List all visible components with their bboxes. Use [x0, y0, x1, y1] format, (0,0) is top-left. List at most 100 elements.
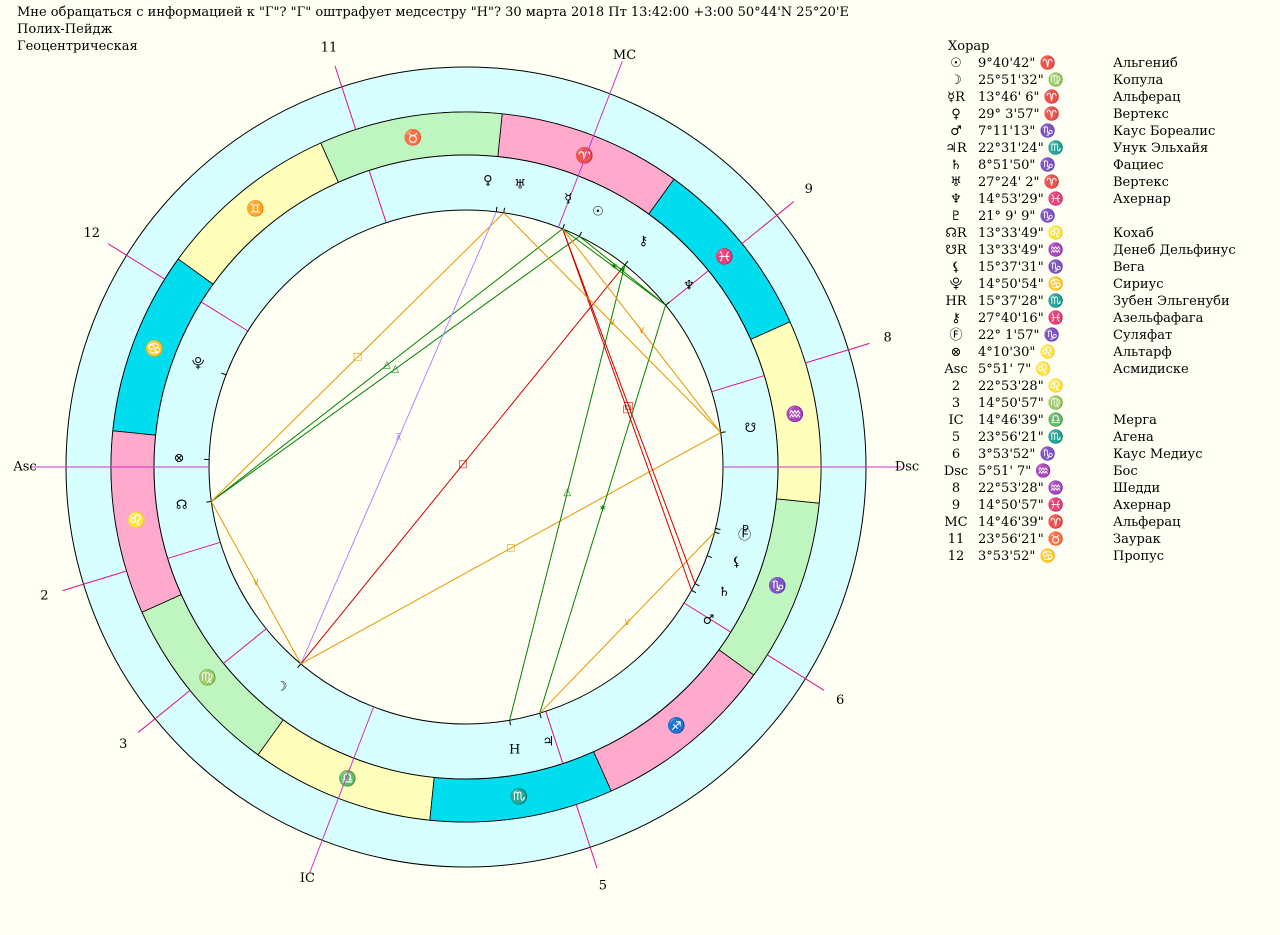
house-cusp-line: [137, 690, 191, 733]
row-position: 15°37'31" ♑: [978, 260, 1064, 275]
position-row: ☋R 13°33'49" ♒ Денеб Дельфинус: [928, 242, 1273, 259]
row-star: Альферац: [1113, 90, 1181, 105]
position-row: IC 14°46'39" ♎ Мерга: [928, 412, 1273, 429]
row-position: 22°53'28" ♒: [978, 481, 1064, 496]
row-symbol: ☋R: [945, 243, 967, 258]
position-row: ♀ 29° 3'57" ♈ Вертекс: [928, 106, 1273, 123]
row-star: Бос: [1113, 464, 1138, 479]
position-row: HR 15°37'28" ♏ Зубен Эльгенуби: [928, 293, 1273, 310]
angle-axis: [309, 706, 375, 874]
aspect-mark: △: [563, 487, 571, 498]
planet-tick: [221, 372, 227, 376]
row-position: 4°10'30" ♌: [978, 345, 1056, 360]
row-position: 5°51' 7" ♒: [978, 464, 1052, 479]
house-cusp-label: Asc: [12, 460, 36, 475]
row-star: Вертекс: [1113, 107, 1169, 122]
zodiac-sign-icon: ♏: [510, 787, 529, 805]
house-cusp-label: 6: [836, 693, 844, 708]
row-star: Зубен Эльгенуби: [1113, 294, 1230, 309]
house-cusp-label: 2: [40, 589, 48, 604]
aspect-mark: □: [624, 401, 633, 412]
position-row: ☿R 13°46' 6" ♈ Альферац: [928, 89, 1273, 106]
aspect-mark: ⊼: [395, 432, 402, 443]
house-cusp-line: [575, 804, 598, 869]
zodiac-sign-icon: ♌: [127, 511, 146, 529]
house-system: Полих-Пейдж: [17, 22, 113, 37]
row-position: 27°40'16" ♓: [978, 311, 1064, 326]
aspect-line: [562, 228, 666, 306]
row-symbol: ♃R: [945, 141, 967, 156]
row-star: Копула: [1113, 73, 1164, 88]
row-position: 22°31'24" ♏: [978, 141, 1064, 156]
aspect-mark: ∨: [609, 317, 616, 328]
sun-icon: ☉: [592, 205, 604, 220]
position-row: 11 23°56'21" ♉ Заурак: [928, 531, 1273, 548]
house-cusp-label: 3: [119, 737, 127, 752]
row-star: Вега: [1113, 260, 1145, 275]
house-cusp-line: [805, 342, 870, 364]
position-row: Ⓕ 22° 1'57" ♑ Суляфат: [928, 327, 1273, 344]
aspect-mark: ✶: [598, 504, 606, 515]
row-position: 14°46'39" ♈: [978, 515, 1064, 530]
house-cusp-label: 9: [805, 182, 813, 197]
position-row: 9 14°50'57" ♓ Ахернар: [928, 497, 1273, 514]
row-star: Заурак: [1113, 532, 1161, 547]
row-star: Унук Эльхайя: [1113, 141, 1209, 156]
house-cusp-label: 11: [321, 40, 338, 55]
planet-tick: [509, 720, 511, 726]
mercury-icon: ☿: [564, 191, 572, 206]
planet-tick: [706, 555, 713, 559]
row-symbol: 11: [947, 532, 965, 547]
position-row: ☊R 13°33'49" ♌ Кохаб: [928, 225, 1273, 242]
house-cusp-label: IC: [300, 871, 315, 886]
aspect-line: [562, 228, 722, 433]
row-star: Каус Бореалис: [1113, 124, 1216, 139]
house-cusp-line: [223, 628, 267, 664]
chart-question: Мне обращаться с информацией к "Г"? "Г" …: [17, 5, 849, 20]
house-cusp-label: 5: [599, 879, 607, 894]
row-symbol: Asc: [944, 362, 968, 377]
row-star: Агена: [1113, 430, 1154, 445]
row-position: 5°51' 7" ♌: [978, 362, 1052, 377]
aspect-mark: □: [506, 543, 515, 554]
house-cusp-label: 12: [84, 226, 101, 241]
row-symbol: HR: [945, 294, 967, 309]
planet-tick: [720, 431, 726, 434]
position-row: ☉ 9°40'42" ♈ Альгениб: [928, 55, 1273, 72]
position-row: ☽ 25°51'32" ♍ Копула: [928, 72, 1273, 89]
planet-tick: [539, 713, 542, 719]
row-symbol: 8: [951, 481, 961, 496]
row-position: 22° 1'57" ♑: [978, 328, 1060, 343]
row-symbol: ☿R: [947, 90, 965, 105]
row-symbol: ♅: [950, 175, 962, 190]
planet-tick: [578, 231, 582, 237]
row-star: Каус Медиус: [1113, 447, 1203, 462]
row-symbol: ⯓: [949, 277, 963, 292]
position-row: 3 14°50'57" ♍: [928, 395, 1273, 412]
row-position: 14°53'29" ♓: [978, 192, 1064, 207]
angle-axis: [557, 60, 623, 228]
aspect-mark: ✶: [610, 261, 618, 272]
planet-tick: [495, 206, 498, 212]
coordinate-system: Геоцентрическая: [17, 39, 138, 54]
saturn-icon: ♄: [718, 585, 730, 600]
positions-title: Хорар: [948, 39, 990, 54]
chart-header: Мне обращаться с информацией к "Г"? "Г" …: [17, 4, 849, 55]
zodiac-sign-icon: ♈: [575, 146, 594, 164]
position-row: MC 14°46'39" ♈ Альферац: [928, 514, 1273, 531]
aspect-mark: △: [391, 363, 399, 374]
position-row: ⯓ 14°50'54" ♋ Сириус: [928, 276, 1273, 293]
planet-tick: [694, 583, 700, 587]
row-position: 22°53'28" ♌: [978, 379, 1064, 394]
row-position: 3°53'52" ♑: [978, 447, 1056, 462]
house-cusp-line: [545, 711, 564, 764]
planet-tick: [297, 663, 302, 669]
position-row: 6 3°53'52" ♑ Каус Медиус: [928, 446, 1273, 463]
zodiac-sign-icon: ♍: [198, 669, 217, 687]
aspect-line: [509, 264, 626, 721]
row-symbol: 9: [951, 498, 961, 513]
row-symbol: ♆: [950, 192, 962, 207]
neptune-icon: ♆: [683, 279, 695, 294]
planet-tick: [562, 224, 565, 230]
